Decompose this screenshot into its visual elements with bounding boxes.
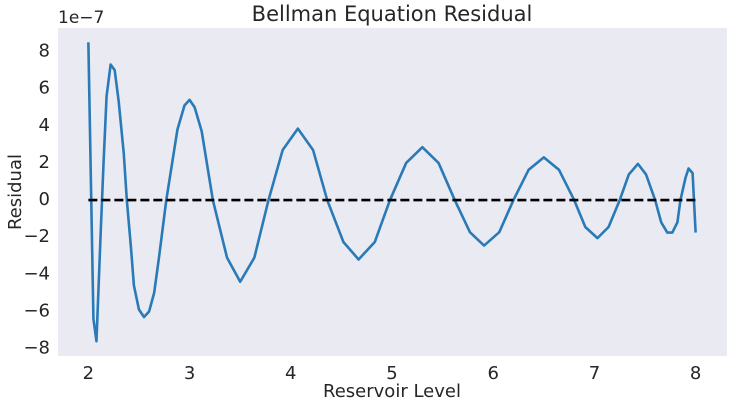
chart-title: Bellman Equation Residual: [252, 2, 533, 26]
x-tick-label: 2: [83, 363, 94, 384]
x-tick-label: 5: [386, 363, 397, 384]
x-tick-label: 4: [285, 363, 296, 384]
y-tick-label: −6: [23, 300, 50, 321]
x-axis-label: Reservoir Level: [323, 381, 461, 402]
x-tick-label: 8: [690, 363, 701, 384]
x-tick-label: 3: [184, 363, 195, 384]
y-tick-label: −8: [23, 338, 50, 359]
x-tick-label: 7: [589, 363, 600, 384]
y-tick-label: 2: [39, 152, 50, 173]
y-tick-label: 4: [39, 115, 50, 136]
y-tick-label: 8: [39, 41, 50, 62]
offset-label: 1e−7: [58, 8, 104, 28]
y-tick-label: −2: [23, 226, 50, 247]
series-line: [87, 42, 697, 343]
y-tick-label: 6: [39, 78, 50, 99]
x-tick-label: 6: [487, 363, 498, 384]
y-axis-label: Residual: [5, 154, 26, 230]
y-tick-label: −4: [23, 263, 50, 284]
y-tick-label: 0: [39, 189, 50, 210]
